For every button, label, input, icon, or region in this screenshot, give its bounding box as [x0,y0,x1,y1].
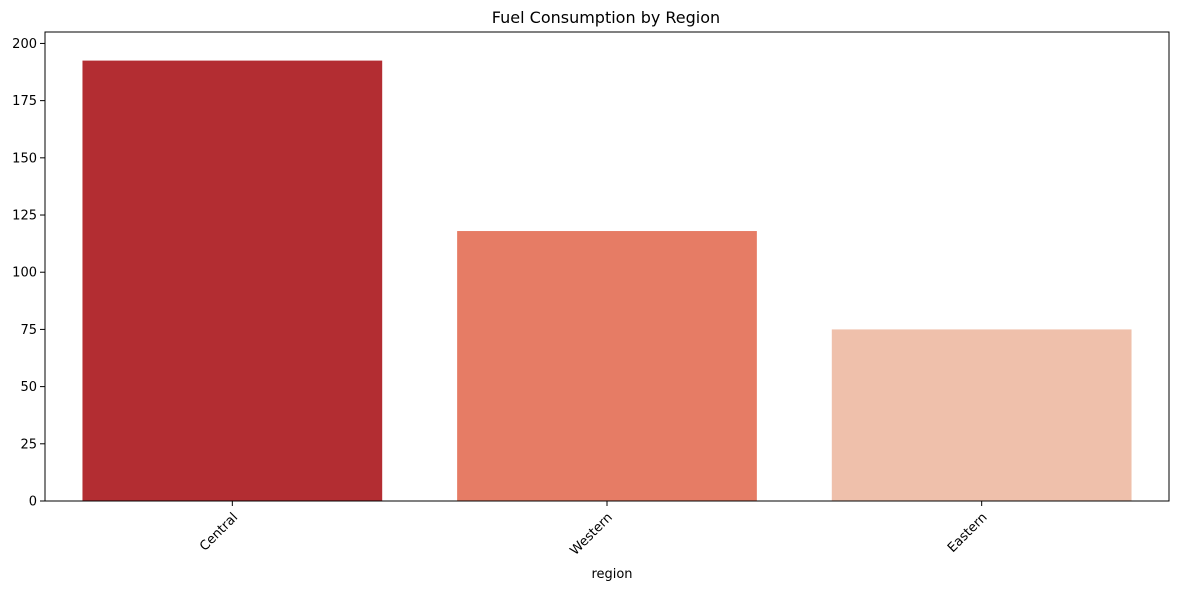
y-tick-label: 50 [20,380,37,395]
bar-eastern [831,329,1132,501]
y-tick-label: 100 [12,266,37,281]
plot-frame [44,31,1170,502]
y-tick-label: 125 [12,209,37,224]
x-axis: Central Western Eastern [197,501,990,559]
y-tick-label: 75 [20,323,37,338]
chart-title: Fuel Consumption by Region [492,8,720,27]
y-tick-label: 200 [12,37,37,52]
bars-layer [82,60,1132,502]
x-tick-label: Western [568,510,616,558]
bar-western [457,231,757,502]
y-tick-label: 175 [12,94,37,109]
x-tick-label: Eastern [945,510,991,556]
y-axis: 0 25 50 75 100 125 150 175 200 [12,37,45,510]
x-axis-label: region [591,567,632,582]
bar-central [82,60,383,501]
x-tick-label: Central [197,510,241,554]
y-tick-label: 0 [29,495,37,510]
y-tick-label: 150 [12,151,37,166]
y-tick-label: 25 [20,437,37,452]
